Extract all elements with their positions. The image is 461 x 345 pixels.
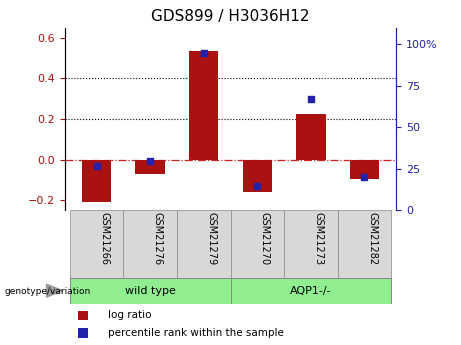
Bar <box>349 160 379 179</box>
FancyBboxPatch shape <box>124 210 177 278</box>
Text: wild type: wild type <box>125 286 176 296</box>
Point <box>254 183 261 188</box>
Text: GSM21270: GSM21270 <box>260 213 270 266</box>
Text: percentile rank within the sample: percentile rank within the sample <box>108 328 284 338</box>
Title: GDS899 / H3036H12: GDS899 / H3036H12 <box>151 9 310 24</box>
FancyBboxPatch shape <box>337 210 391 278</box>
Bar <box>78 310 88 320</box>
Bar <box>242 160 272 192</box>
Text: genotype/variation: genotype/variation <box>5 287 91 296</box>
Text: GSM21276: GSM21276 <box>153 213 163 266</box>
Point <box>200 50 207 55</box>
Text: GSM21279: GSM21279 <box>207 213 216 266</box>
Text: GSM21273: GSM21273 <box>313 213 324 266</box>
FancyBboxPatch shape <box>230 210 284 278</box>
Text: GSM21266: GSM21266 <box>99 213 109 265</box>
Point <box>307 96 314 102</box>
Point <box>93 163 100 168</box>
Text: log ratio: log ratio <box>108 310 151 320</box>
FancyBboxPatch shape <box>70 210 124 278</box>
Point <box>147 158 154 163</box>
Bar <box>82 160 112 202</box>
Bar <box>189 51 219 160</box>
Bar <box>78 328 88 338</box>
FancyBboxPatch shape <box>177 210 230 278</box>
Text: GSM21282: GSM21282 <box>367 213 377 266</box>
Text: AQP1-/-: AQP1-/- <box>290 286 331 296</box>
Bar <box>296 114 325 160</box>
FancyBboxPatch shape <box>70 278 230 304</box>
FancyBboxPatch shape <box>284 210 337 278</box>
FancyBboxPatch shape <box>230 278 391 304</box>
Bar <box>136 160 165 174</box>
Point <box>361 175 368 180</box>
Polygon shape <box>47 284 63 297</box>
